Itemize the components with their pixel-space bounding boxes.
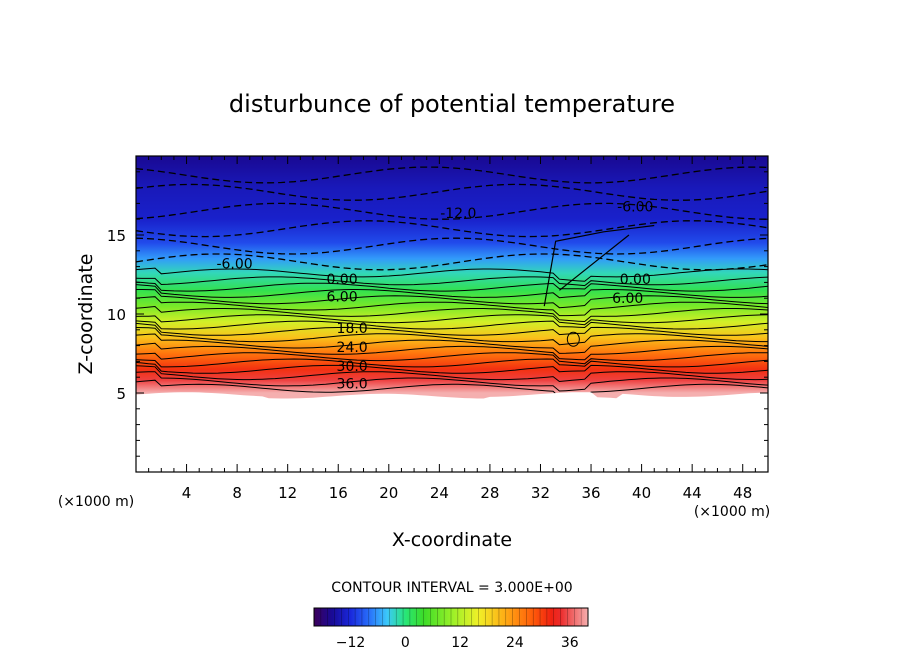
contour-label: 36.0 xyxy=(337,377,368,393)
x-tick-label: 12 xyxy=(278,484,297,502)
colorbar-tick-label: 36 xyxy=(561,635,579,651)
contour-line xyxy=(136,284,768,299)
contour-label: 0.00 xyxy=(620,272,651,288)
contour-line xyxy=(136,333,768,354)
x-tick-label: 40 xyxy=(632,484,651,502)
y-tick-label: 15 xyxy=(107,227,126,245)
lower-boundary-mask xyxy=(136,392,768,472)
contour-line xyxy=(136,342,768,361)
contour-line xyxy=(136,320,768,330)
contour-line xyxy=(136,314,768,326)
contour-lines xyxy=(136,166,768,399)
colorbar-frame xyxy=(313,607,589,627)
contour-label: -12.0 xyxy=(440,206,476,222)
x-axis-ticks: 4 8 12 16 20 24 28 32 36 40 44 48 xyxy=(135,156,769,502)
x-tick-label: 28 xyxy=(480,484,499,502)
y-tick-label: 5 xyxy=(116,385,126,403)
contour-label: 6.00 xyxy=(326,290,357,306)
contour-label: 24.0 xyxy=(337,340,368,356)
x-tick-label: 48 xyxy=(733,484,752,502)
contour-line xyxy=(136,358,768,368)
contour-line xyxy=(136,327,768,346)
contour-line xyxy=(136,379,768,399)
contour-label: 18.0 xyxy=(337,321,368,337)
plot-field: -12.0 -6.00 -6.00 0.00 0.00 6.00 6.00 18.0 24.0 3… xyxy=(136,156,768,472)
colorbar-ticks: −12 0 12 24 36 xyxy=(336,635,579,651)
contour-label: -6.00 xyxy=(216,256,252,272)
x-tick-label: 4 xyxy=(182,484,192,502)
contour-line xyxy=(136,276,768,287)
contour-line xyxy=(566,331,580,347)
contour-line xyxy=(136,289,768,309)
x-unit-right: (×1000 m) xyxy=(694,504,770,520)
colorbar-tick-label: 0 xyxy=(401,635,410,651)
contour-label: 6.00 xyxy=(612,291,643,307)
contour-line xyxy=(136,305,768,323)
contour-line xyxy=(136,296,768,317)
x-tick-label: 32 xyxy=(531,484,550,502)
x-tick-label: 16 xyxy=(329,484,348,502)
contour-label: 30.0 xyxy=(337,359,368,375)
contour-line xyxy=(136,267,768,282)
contour-line xyxy=(136,352,768,365)
contour-line xyxy=(136,365,768,383)
colorbar-tick-label: −12 xyxy=(336,635,366,651)
contour-line xyxy=(136,281,768,292)
contour-labels: -12.0 -6.00 -6.00 0.00 0.00 6.00 6.00 18.0 24.0 3… xyxy=(216,200,653,393)
contour-line-dashed xyxy=(136,202,768,220)
contour-line-dashed xyxy=(136,166,768,184)
x-axis-label: X-coordinate xyxy=(392,529,512,551)
contour-interval-text: CONTOUR INTERVAL = 3.000E+00 xyxy=(331,580,572,596)
colorbar-divisions xyxy=(313,608,589,626)
contour-line-dashed xyxy=(136,220,768,238)
colorbar-tick-label: 12 xyxy=(451,635,469,651)
chart-title: disturbunce of potential temperature xyxy=(229,90,675,118)
x-tick-label: 8 xyxy=(232,484,242,502)
y-tick-label: 10 xyxy=(107,306,126,324)
contour-line xyxy=(136,322,768,336)
colorbar-tick-label: 24 xyxy=(506,635,524,651)
x-tick-label: 36 xyxy=(581,484,600,502)
x-tick-label: 44 xyxy=(683,484,702,502)
colorbar: −12 0 12 24 36 xyxy=(313,607,589,651)
y-axis-ticks: 5 10 15 xyxy=(107,155,768,473)
contour-label: -6.00 xyxy=(617,200,653,216)
x-unit-left: (×1000 m) xyxy=(58,494,134,510)
contour-line xyxy=(543,224,655,307)
contour-line xyxy=(136,361,768,374)
x-tick-label: 24 xyxy=(430,484,449,502)
contour-line-dashed xyxy=(136,237,768,255)
y-axis-label: Z-coordinate xyxy=(75,254,97,375)
contour-line-dashed xyxy=(136,183,768,201)
contour-label: 0.00 xyxy=(326,272,357,288)
contour-line xyxy=(559,234,630,291)
contour-line-dashed xyxy=(136,253,768,271)
x-tick-label: 20 xyxy=(379,484,398,502)
contour-line xyxy=(136,371,768,392)
